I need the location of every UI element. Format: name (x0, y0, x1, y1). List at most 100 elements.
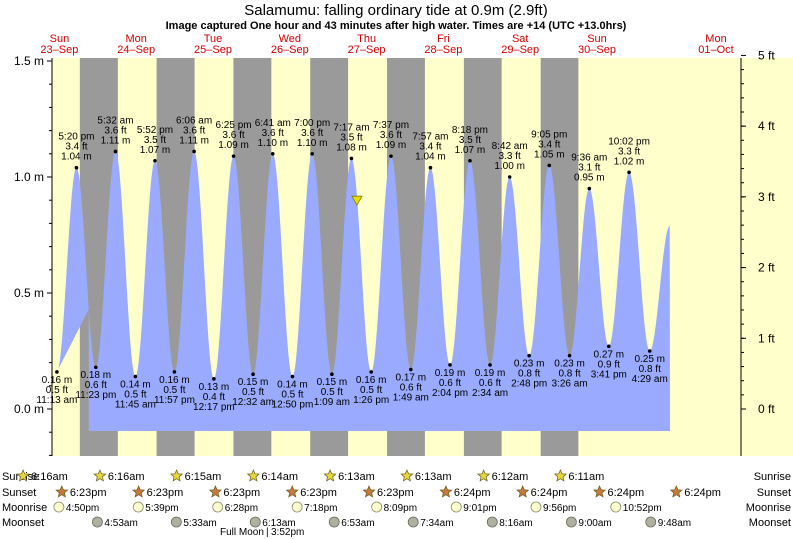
moonset-icon (486, 516, 498, 528)
moonset-time: 6:13am (262, 518, 295, 529)
row-label-right: Sunset (757, 487, 791, 499)
extreme-dot (468, 158, 472, 163)
sunrise-time: 6:15am (185, 471, 222, 483)
sunrise-icon (400, 469, 414, 482)
row-label-right: Moonset (749, 517, 791, 529)
day-date: 23–Sep (40, 44, 78, 56)
extreme-dot (547, 163, 552, 168)
high-tide-label: 1.07 m (140, 145, 171, 156)
sunset-time: 6:24pm (684, 487, 721, 499)
sunrise-time: 6:13am (338, 471, 375, 483)
high-tide-label: 3.6 ft (380, 130, 402, 141)
low-tide-label: 1:26 pm (353, 395, 389, 406)
row-label-left: Moonset (2, 517, 44, 529)
high-tide-label: 3.3 ft (499, 151, 521, 162)
day-date: 28–Sep (424, 44, 462, 56)
low-tide-label: 11:13 am (36, 395, 77, 406)
extreme-dot (55, 370, 59, 374)
moonrise-icon (371, 501, 383, 513)
extreme-dot (212, 377, 216, 381)
day-name: Mon (705, 33, 726, 45)
extreme-dot (192, 149, 196, 154)
extreme-dot (113, 149, 118, 154)
moonrise-time: 7:18pm (304, 503, 337, 514)
plot-frame (51, 58, 742, 456)
low-tide-label: 0.5 ft (321, 387, 343, 398)
high-tide-label: 1.09 m (376, 140, 407, 151)
day-date: 26–Sep (271, 44, 309, 56)
sunset-icon (208, 485, 222, 498)
sunset-time: 6:23pm (70, 487, 107, 499)
extreme-dot (74, 165, 79, 170)
high-tide-label: 7:00 pm (294, 118, 330, 129)
high-tide-label: 3.5 ft (459, 135, 481, 146)
high-tide-label: 0.95 m (574, 173, 605, 184)
high-tide-label: 8:18 pm (452, 125, 488, 136)
high-tide-label: 7:37 pm (373, 120, 409, 131)
astro-rows: SunriseSunriseSunsetSunsetMoonriseMoonri… (2, 469, 791, 538)
low-tide-label: 3:26 am (552, 379, 588, 390)
moonset-icon (170, 516, 182, 528)
sunset-time: 6:23pm (300, 487, 337, 499)
high-tide-label: 1.10 m (257, 138, 288, 149)
day-name: Sat (512, 33, 529, 45)
low-tide-label: 0.16 m (159, 375, 190, 386)
extreme-dot (231, 154, 236, 158)
sunrise-icon (93, 469, 107, 482)
high-tide-label: 1.11 m (179, 135, 209, 146)
moonrise-icon (212, 501, 224, 513)
right-tick-label: 2 ft (758, 261, 775, 275)
high-tide-label: 1.02 m (614, 156, 645, 167)
low-tide-label: 1:49 am (393, 393, 429, 404)
sunrise-time: 6:11am (568, 471, 604, 483)
low-tide-label: 0.6 ft (479, 378, 501, 389)
sunset-time: 6:23pm (223, 487, 260, 499)
moonrise-icon (291, 501, 303, 513)
high-tide-label: 6:06 am (176, 115, 212, 126)
extreme-dot (290, 374, 295, 379)
full-moon-time: 3:52pm (271, 527, 304, 538)
moonset-icon (249, 516, 261, 528)
extreme-dot (389, 154, 393, 158)
extreme-dot (428, 165, 433, 170)
high-tide-label: 3.6 ft (262, 128, 284, 139)
sunset-icon (132, 485, 146, 498)
extreme-dot (647, 349, 652, 353)
low-tide-label: 11:45 am (115, 400, 156, 411)
row-label-right: Moonrise (746, 502, 791, 514)
day-date: 27–Sep (348, 44, 386, 56)
low-tide-label: 1:09 am (314, 397, 350, 408)
extreme-dot (251, 372, 255, 377)
extreme-dot (349, 156, 354, 161)
high-tide-label: 1.11 m (101, 135, 131, 146)
moonrise-time: 9:01pm (463, 503, 496, 514)
sunset-time: 6:23pm (377, 487, 414, 499)
low-tide-label: 0.9 ft (598, 359, 620, 370)
tide-area-path (56, 151, 670, 431)
low-tide-label: 0.18 m (81, 370, 112, 381)
sunset-icon (362, 485, 376, 498)
right-tick-label: 5 ft (758, 48, 775, 62)
row-label-right: Sunrise (754, 471, 791, 483)
low-tide-label: 0.6 ft (85, 380, 107, 391)
day-name: Thu (357, 33, 376, 45)
right-tick-label: 0 ft (758, 402, 775, 416)
extreme-dot (488, 363, 492, 367)
low-tide-label: 0.5 ft (163, 385, 185, 396)
extreme-dot (94, 365, 98, 370)
extreme-dot (448, 363, 452, 367)
moonset-icon (92, 516, 103, 528)
day-date: 29–Sep (501, 44, 539, 56)
low-tide-label: 0.27 m (593, 349, 624, 360)
sunrise-icon (246, 469, 260, 482)
low-tide-label: 0.4 ft (203, 392, 225, 403)
sunrise-time: 6:16am (108, 471, 145, 483)
extreme-dot (133, 374, 138, 379)
low-tide-label: 0.25 m (634, 354, 665, 365)
high-tide-label: 5:20 pm (58, 132, 94, 143)
moonrise-time: 10:52pm (623, 503, 662, 514)
moonrise-time: 4:50pm (66, 503, 99, 514)
high-tide-label: 6:25 pm (215, 120, 251, 131)
moonset-time: 8:16am (499, 518, 532, 529)
